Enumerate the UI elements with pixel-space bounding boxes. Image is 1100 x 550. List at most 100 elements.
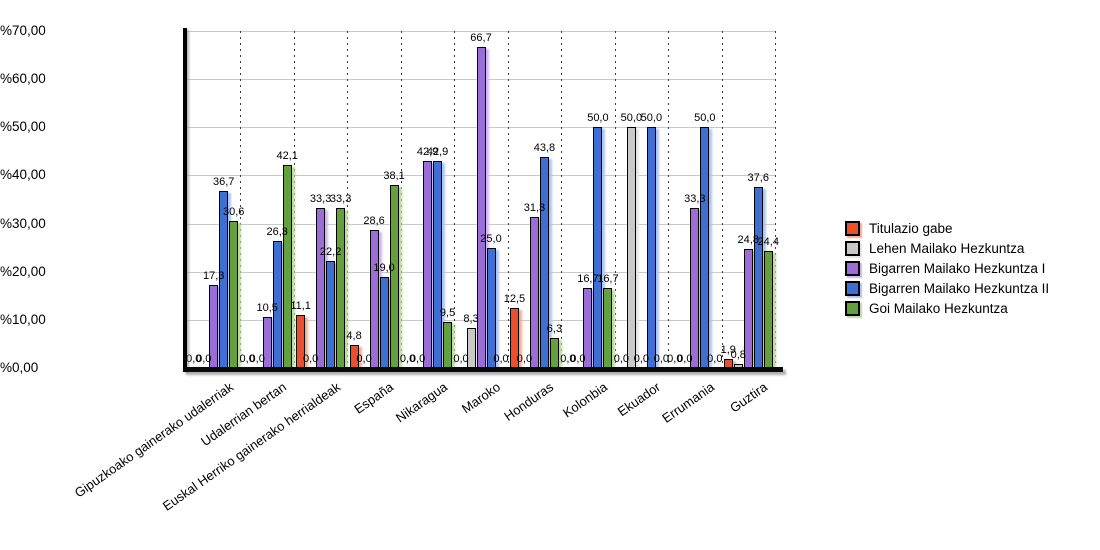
legend-label: Lehen Mailako Hezkuntza: [869, 240, 1025, 256]
bar-value-label: 22,2: [319, 246, 342, 259]
bar: [763, 250, 773, 368]
bar-value-label: 16,7: [577, 272, 599, 285]
legend-item: Goi Mailako Hezkuntza: [845, 301, 1049, 316]
bar: [389, 184, 399, 368]
bar-value-label: 26,3: [266, 226, 288, 239]
bar-value-label: 0,0: [570, 353, 586, 365]
bar-value-label: 31,3: [523, 202, 546, 215]
bar: [593, 127, 603, 368]
y-axis-tick-label: %10,00: [0, 311, 46, 327]
bar: [282, 165, 292, 368]
bar-value-label: 42,1: [276, 150, 298, 163]
bar: [626, 127, 636, 368]
bar-value-label: 10,5: [256, 302, 278, 315]
bar-value-label: 8,3: [463, 313, 479, 326]
bar-value-label: 19,0: [373, 261, 395, 274]
bar-value-label: 16,7: [597, 272, 619, 285]
bar-value-label: 50,0: [640, 112, 663, 125]
legend-swatch: [845, 261, 860, 276]
y-axis-tick-label: %20,00: [0, 263, 46, 279]
bar: [549, 337, 559, 368]
bar-value-label: 17,3: [203, 269, 225, 282]
category-separator-line: [347, 31, 349, 368]
bar-value-label: 50,0: [694, 112, 716, 125]
category-separator-line: [400, 31, 402, 368]
legend-swatch: [845, 221, 860, 236]
category-separator-line: [507, 31, 509, 368]
bar: [539, 157, 549, 368]
bar: [529, 217, 539, 368]
bar-value-label: 33,3: [329, 192, 352, 205]
legend-swatch: [845, 301, 860, 316]
bar-value-label: 33,3: [309, 192, 332, 205]
y-axis-tick-label: %0,00: [0, 360, 39, 375]
bar-value-label: 0,0: [560, 353, 576, 365]
bar-value-label: 36,7: [213, 176, 235, 189]
plot-area: 0,0 0,0 11,1 4,8 0,0 0,0 12,5 0,0 0,0 0,0 1,9 0,0 0,…: [183, 28, 783, 372]
bar-value-label: 37,6: [747, 171, 769, 184]
legend-label: Titulazio gabe: [869, 220, 953, 236]
bar-value-label: 25,0: [480, 232, 502, 245]
gridline: [187, 31, 775, 32]
bar-value-label: 0,0: [239, 353, 255, 365]
bar-value-label: 24,4: [757, 235, 779, 248]
bar: [443, 322, 453, 368]
category-separator-line: [561, 31, 563, 368]
y-axis-tick-label: %30,00: [0, 215, 46, 231]
bar-value-label: 30,6: [223, 205, 245, 218]
bar: [700, 127, 710, 368]
bar-value-label: 0,0: [667, 353, 683, 365]
bar: [369, 230, 379, 368]
bar-value-label: 0,0: [409, 353, 426, 365]
legend-label: Bigarren Mailako Hezkuntza I: [869, 260, 1046, 276]
bar-value-label: 50,0: [587, 112, 609, 125]
bar: [433, 161, 443, 368]
legend-swatch: [845, 241, 860, 256]
bar-value-label: 0,0: [399, 353, 416, 365]
bar: [690, 207, 700, 368]
bar-value-label: 0,0: [453, 353, 469, 365]
legend: Titulazio gabe Lehen Mailako Hezkuntza Big…: [845, 221, 1049, 321]
bar-value-label: 0,0: [707, 353, 723, 365]
bar-value-label: 0,0: [196, 353, 212, 365]
legend-item: Lehen Mailako Hezkuntza: [845, 241, 1049, 256]
bar-value-label: 66,7: [470, 31, 492, 44]
bar-value-label: 42,9: [416, 146, 439, 159]
y-axis-line: [183, 28, 187, 371]
bar-value-label: 24,8: [737, 233, 759, 246]
category-separator-line: [668, 31, 670, 368]
legend-label: Bigarren Mailako Hezkuntza II: [869, 280, 1050, 296]
legend-item: Bigarren Mailako Hezkuntza II: [845, 281, 1049, 296]
bar-value-label: 9,5: [439, 307, 456, 320]
legend-swatch: [845, 281, 860, 296]
bar: [336, 207, 346, 368]
bar: [603, 287, 613, 368]
bar-value-label: 28,6: [363, 215, 385, 228]
legend-item: Titulazio gabe: [845, 221, 1049, 236]
legend-label: Goi Mailako Hezkuntza: [869, 300, 1008, 316]
bar: [229, 220, 239, 368]
y-axis-tick-label: %70,00: [0, 23, 46, 38]
bar-value-label: 0,0: [677, 353, 693, 365]
bar-value-label: 12,5: [503, 292, 526, 305]
category-separator-line: [775, 31, 776, 368]
bar-value-label: 0,0: [493, 353, 509, 365]
legend-item: Bigarren Mailako Hezkuntza I: [845, 261, 1049, 276]
bar: [316, 207, 326, 368]
bar: [423, 161, 433, 368]
bar-value-label: 6,3: [546, 322, 563, 335]
bar-value-label: 0,8: [730, 349, 746, 362]
bar-value-label: 0,0: [186, 353, 202, 365]
bar-value-label: 43,8: [533, 142, 556, 155]
bar-value-label: 4,8: [346, 329, 362, 342]
bar-value-label: 1,9: [720, 343, 736, 356]
bar-value-label: 0,0: [613, 353, 630, 365]
y-axis-tick-label: %50,00: [0, 119, 46, 135]
bar-value-label: 33,3: [684, 192, 706, 205]
bar-value-label: 0,0: [516, 353, 533, 365]
bar-value-label: 0,0: [633, 353, 650, 365]
category-separator-line: [293, 31, 295, 368]
bar-value-label: 0,0: [249, 353, 265, 365]
bar: [379, 276, 389, 368]
